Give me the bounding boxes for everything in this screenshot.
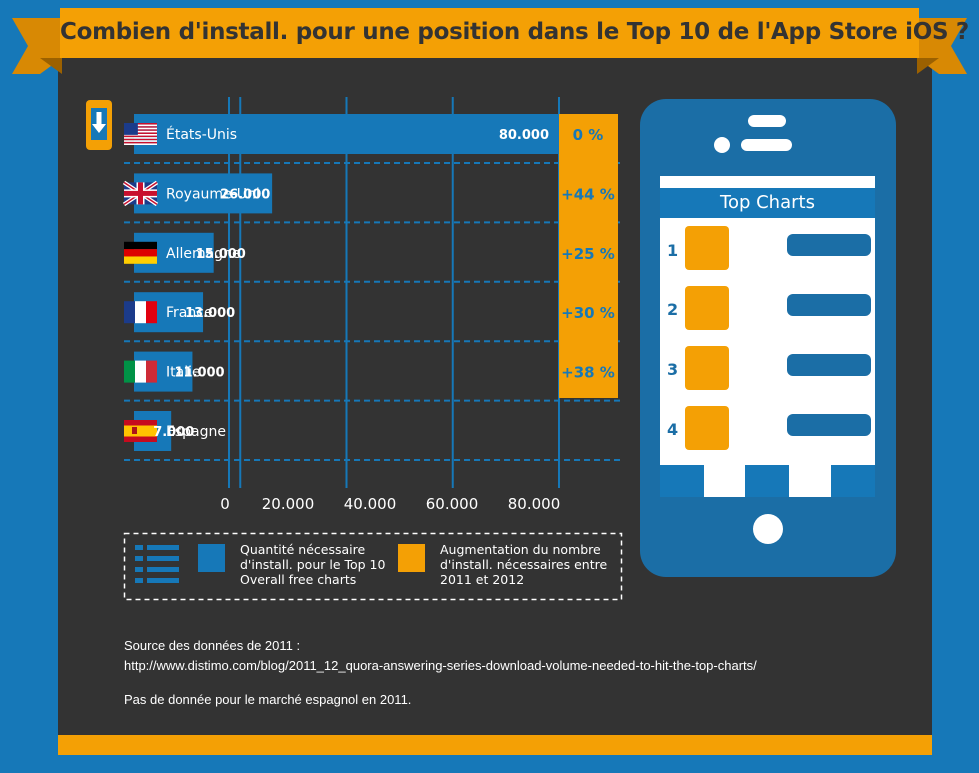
us-flag-icon: [124, 123, 157, 145]
category-label: France: [166, 305, 213, 321]
source-url: http://www.distimo.com/blog/2011_12_quor…: [124, 658, 757, 673]
value-label: 15.000: [196, 247, 246, 262]
source-label: Source des données de 2011 :: [124, 638, 301, 653]
title-ribbon: [12, 8, 967, 74]
uk-flag-icon: [122, 180, 159, 207]
tab-block: [660, 465, 704, 497]
x-tick-label: 20.000: [262, 495, 315, 513]
spain-flag-icon: [124, 420, 157, 442]
x-tick-label: 60.000: [426, 495, 479, 513]
value-label: 13.000: [185, 306, 235, 321]
x-tick-label: 80.000: [508, 495, 561, 513]
rank-number: 4: [667, 420, 679, 439]
app-name-placeholder: [787, 354, 871, 376]
source-notes: Source des données de 2011 : http://www.…: [124, 636, 757, 710]
app-name-placeholder: [787, 234, 871, 256]
list-icon: [135, 545, 179, 583]
rank-number: 1: [667, 241, 679, 260]
app-icon: [685, 226, 729, 270]
phone-details: [714, 115, 792, 544]
category-label: États-Unis: [166, 126, 237, 143]
legend-label-increase: Augmentation du nombre d'install. nécess…: [440, 542, 608, 587]
value-label: 7.000: [153, 425, 194, 440]
app-icon: [685, 406, 729, 450]
increase-label: +25 %: [561, 245, 615, 263]
tab-block: [745, 465, 789, 497]
phone-screen: Top Charts 1 2 3 4: [660, 176, 875, 497]
app-name-placeholder: [787, 294, 871, 316]
top-charts-title: Top Charts: [660, 188, 875, 218]
legend-swatch-blue: [198, 544, 225, 572]
category-label: Allemagne: [166, 246, 241, 262]
france-flag-icon: [124, 301, 157, 324]
category-label: Royaume-Uni: [166, 186, 260, 202]
value-label: 26.000: [220, 187, 270, 202]
germany-flag-icon: [124, 241, 157, 264]
increase-label: +30 %: [561, 304, 615, 322]
increase-column: [559, 114, 618, 398]
rank-number: 3: [667, 360, 679, 379]
category-label: Espagne: [166, 424, 226, 440]
category-label: Italie: [166, 365, 201, 381]
app-icon: [685, 346, 729, 390]
home-button: [753, 514, 783, 544]
phone-illustration: Top Charts 1 2 3 4: [640, 99, 896, 577]
increase-label: +44 %: [561, 185, 615, 203]
rank-number: 2: [667, 300, 679, 319]
tab-block: [831, 465, 875, 497]
app-name-placeholder: [787, 414, 871, 436]
value-label: 80.000: [499, 128, 549, 143]
x-tick-label: 40.000: [344, 495, 397, 513]
increase-label: +38 %: [561, 364, 615, 382]
value-label: 11.000: [174, 366, 224, 381]
increase-label: 0 %: [573, 126, 604, 144]
legend-label-installs: Quantité nécessaire d'install. pour le T…: [240, 542, 386, 587]
bar: [134, 173, 273, 214]
app-icon: [685, 286, 729, 330]
legend-swatch-orange: [398, 544, 425, 572]
download-icon: [86, 100, 112, 150]
legend-box: [123, 532, 623, 601]
spain-note: Pas de donnée pour le marché espagnol en…: [124, 692, 412, 707]
bar: [134, 114, 559, 154]
italy-flag-icon: [124, 360, 157, 383]
page-title: Combien d'install. pour une position dan…: [60, 19, 969, 45]
x-tick-label: 0: [220, 495, 230, 513]
bottom-accent-bar: [58, 735, 932, 755]
